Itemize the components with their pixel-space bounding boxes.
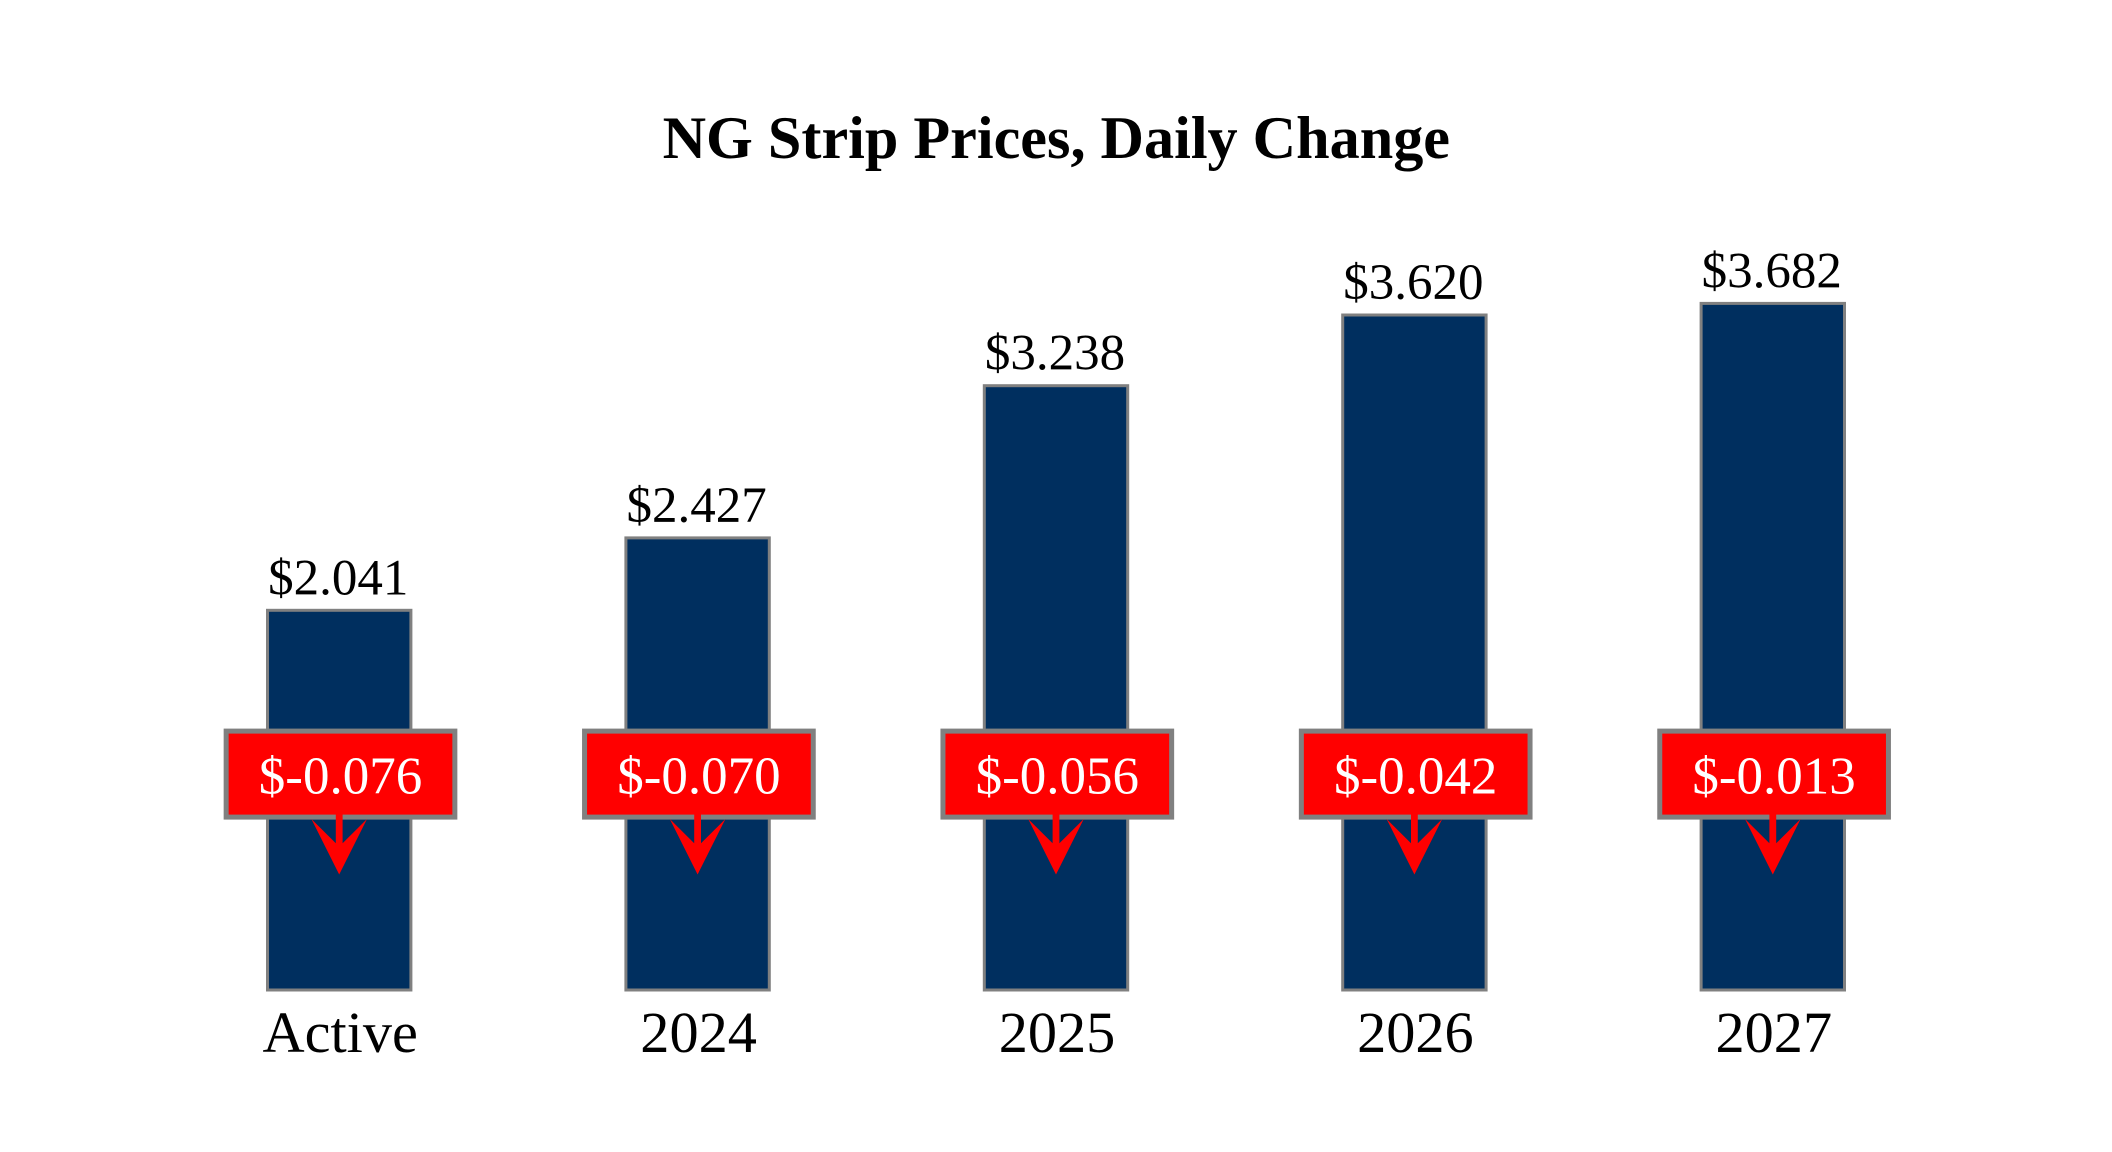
svg-text:$2.427: $2.427 (626, 478, 766, 534)
svg-text:$2.041: $2.041 (268, 550, 408, 606)
svg-text:$-0.013: $-0.013 (1692, 748, 1855, 806)
svg-text:2026: 2026 (1357, 1000, 1474, 1065)
svg-text:$3.238: $3.238 (985, 326, 1125, 382)
svg-text:$3.682: $3.682 (1702, 243, 1842, 299)
svg-text:2024: 2024 (640, 1000, 757, 1065)
svg-text:NG Strip Prices, Daily Change: NG Strip Prices, Daily Change (663, 105, 1450, 172)
svg-text:$-0.076: $-0.076 (259, 748, 422, 806)
svg-text:2025: 2025 (999, 1000, 1116, 1065)
svg-text:Active: Active (262, 1000, 417, 1065)
svg-text:$-0.070: $-0.070 (617, 748, 780, 806)
svg-text:2027: 2027 (1716, 1000, 1833, 1065)
svg-text:$3.620: $3.620 (1343, 255, 1483, 311)
svg-text:$-0.042: $-0.042 (1334, 748, 1497, 806)
svg-text:$-0.056: $-0.056 (976, 748, 1139, 806)
